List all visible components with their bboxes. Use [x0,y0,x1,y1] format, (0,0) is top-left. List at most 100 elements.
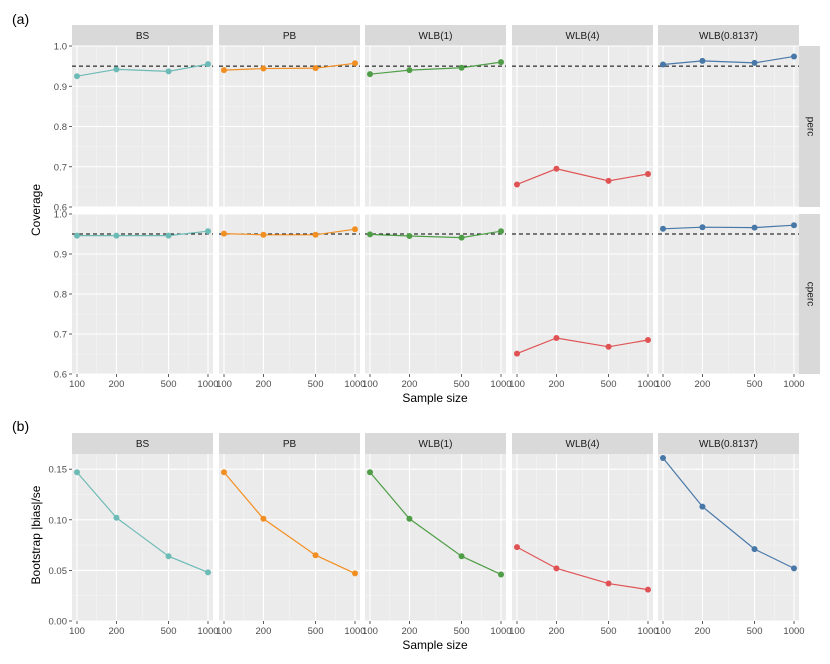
data-point [205,61,211,68]
data-point [312,552,319,559]
x-tick-label: 500 [747,626,763,637]
data-point [458,234,465,241]
facet-strip-label: WLB(0.8137) [699,31,758,42]
series-line-WLB(0.8137) [662,224,795,230]
x-tick-label: 100 [655,626,671,637]
data-point [660,61,666,68]
facet-panel-3-cperc: 100 200 500 1000 [509,213,659,390]
x-tick-label: 100 [69,626,85,637]
row-strip-label: perc [804,117,815,136]
facet-strip-label: WLB(4) [566,31,600,42]
y-axis-title: Bootstrap |bias|/se [29,485,43,584]
panel-label-a: (a) [12,11,29,27]
facet-strip [658,433,799,454]
facet-panel-2: 100 200 500 1000 [362,454,512,637]
series-line-PB [223,228,356,236]
y-tick-label: 0.15 [49,465,68,476]
data-point [645,586,651,593]
x-tick-label: 200 [549,379,565,390]
data-point [699,503,706,510]
data-point [458,64,465,71]
data-point [113,66,120,73]
data-point [406,233,413,239]
x-tick-label: 1000 [637,379,658,390]
facet-strip [658,25,799,46]
data-point [260,515,267,522]
x-tick-label: 100 [216,626,232,637]
x-tick-label: 200 [109,626,125,637]
data-point [498,228,504,235]
facet-panel-3: 100 200 500 1000 [509,454,659,637]
data-point [74,469,80,476]
x-tick-label: 1000 [197,379,218,390]
facet-strip-label: WLB(4) [566,439,600,450]
facet-strip-label: WLB(0.8137) [699,439,758,450]
x-tick-label: 200 [256,379,272,390]
x-tick-label: 100 [509,626,525,637]
panel-label-b: (b) [12,418,29,434]
x-tick-label: 500 [601,379,617,390]
facet-strip [72,25,213,46]
row-strip [799,46,820,207]
y-tick-label: 0.8 [54,122,67,133]
y-axis-title: Coverage [29,184,43,236]
series-line-PB [223,62,356,71]
data-point [352,570,358,577]
facet-panel-2-cperc: 100 200 500 1000 [362,213,512,390]
data-point [352,60,358,67]
data-point [645,170,651,177]
data-point [165,553,172,560]
data-point [751,224,758,231]
data-point [605,177,612,184]
data-point [367,231,373,238]
x-tick-label: 100 [362,379,378,390]
facet-strip [365,25,506,46]
x-tick-label: 100 [509,379,525,390]
data-point [74,232,80,239]
series-line-WLB(0.8137) [662,457,795,569]
data-point [367,469,373,476]
series-line-BS [77,230,209,237]
facet-strip [512,25,653,46]
data-point [205,228,211,235]
y-tick-label: 0.8 [54,290,67,301]
data-point [406,515,413,522]
data-point [260,65,267,72]
data-point [751,546,758,553]
x-axis-title: Sample size [402,391,468,405]
x-tick-label: 1000 [490,626,511,637]
facet-panel-0-perc: 0.6 0.7 0.8 0.9 1.0 [54,42,213,214]
facet-strip [365,433,506,454]
x-tick-label: 1000 [490,379,511,390]
facet-panel-4-cperc: 100 200 500 1000 [655,213,805,390]
series-line-WLB(1) [369,471,502,575]
facet-panel-3-perc [512,45,653,208]
data-point [751,59,758,66]
x-tick-label: 1000 [197,626,218,637]
x-tick-label: 1000 [637,626,658,637]
data-point [406,67,413,74]
y-tick-label: 1.0 [54,210,67,221]
x-tick-label: 200 [695,379,711,390]
data-point [312,231,319,238]
data-point [458,553,465,560]
facet-panel-4: 100 200 500 1000 [655,454,805,637]
data-point [645,337,651,343]
series-line-WLB(1) [369,61,502,75]
data-point [165,68,172,75]
data-point [791,222,797,229]
facet-panel-1: 100 200 500 1000 [216,454,366,637]
facet-strip-label: BS [136,439,150,450]
facet-panel-1-cperc: 100 200 500 1000 [216,213,366,390]
data-point [514,544,520,551]
x-tick-label: 100 [362,626,378,637]
data-point [553,565,560,572]
facet-panel-0: 0.00 0.05 0.10 0.15 100 200 500 1000 [49,454,219,637]
y-tick-label: 0.9 [54,250,67,261]
x-tick-label: 100 [216,379,232,390]
x-tick-label: 200 [695,626,711,637]
data-point [221,67,227,74]
facet-strip [512,433,653,454]
x-tick-label: 500 [454,626,470,637]
